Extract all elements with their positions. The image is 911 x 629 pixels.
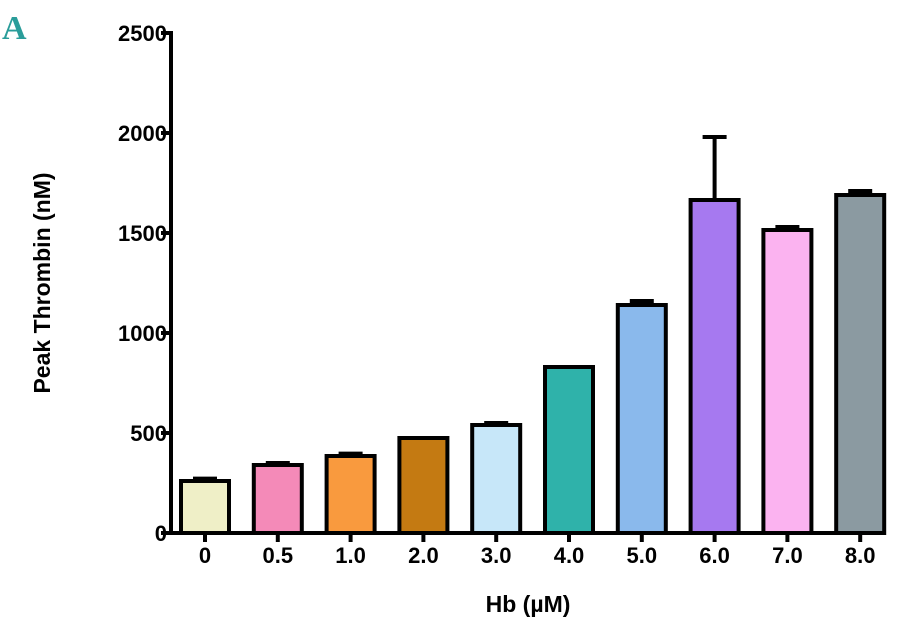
bar-4.0 — [543, 365, 595, 535]
bar-1.0 — [324, 454, 377, 535]
x-tick-label-4.0: 4.0 — [554, 543, 585, 568]
bar-2.0 — [397, 436, 450, 535]
x-tick-label-1.0: 1.0 — [335, 543, 366, 568]
bars-group — [179, 135, 887, 535]
y-tick-label-1500: 1500 — [118, 221, 167, 246]
bar-0.5 — [251, 463, 304, 535]
y-tick-label-500: 500 — [130, 421, 167, 446]
x-tick-label-3.0: 3.0 — [481, 543, 512, 568]
y-tick-label-2000: 2000 — [118, 121, 167, 146]
bar-5.0 — [615, 303, 668, 535]
x-tick-label-0: 0 — [199, 543, 211, 568]
x-tick-label-7.0: 7.0 — [772, 543, 803, 568]
y-axis-title: Peak Thrombin (nM) — [29, 172, 55, 393]
x-tick-label-0.5: 0.5 — [263, 543, 294, 568]
bar-0 — [179, 479, 231, 535]
x-axis-title: Hb (µM) — [486, 591, 571, 617]
y-tick-label-2500: 2500 — [118, 21, 167, 46]
y-tick-label-1000: 1000 — [118, 321, 167, 346]
panel-label: A — [2, 10, 27, 47]
x-tick-label-2.0: 2.0 — [408, 543, 439, 568]
bar-3.0 — [470, 423, 523, 535]
bar-8.0 — [834, 193, 887, 535]
x-tick-label-8.0: 8.0 — [845, 543, 876, 568]
y-tick-label-0: 0 — [155, 521, 167, 546]
bar-6.0 — [688, 198, 741, 535]
x-tick-label-6.0: 6.0 — [699, 543, 730, 568]
bar-7.0 — [761, 228, 814, 535]
x-tick-label-5.0: 5.0 — [627, 543, 658, 568]
axes-group: 0 0.5 1.0 2.0 3.0 4.0 5.0 6.0 7.0 8.0 0 500 1000 1500… — [118, 21, 883, 568]
